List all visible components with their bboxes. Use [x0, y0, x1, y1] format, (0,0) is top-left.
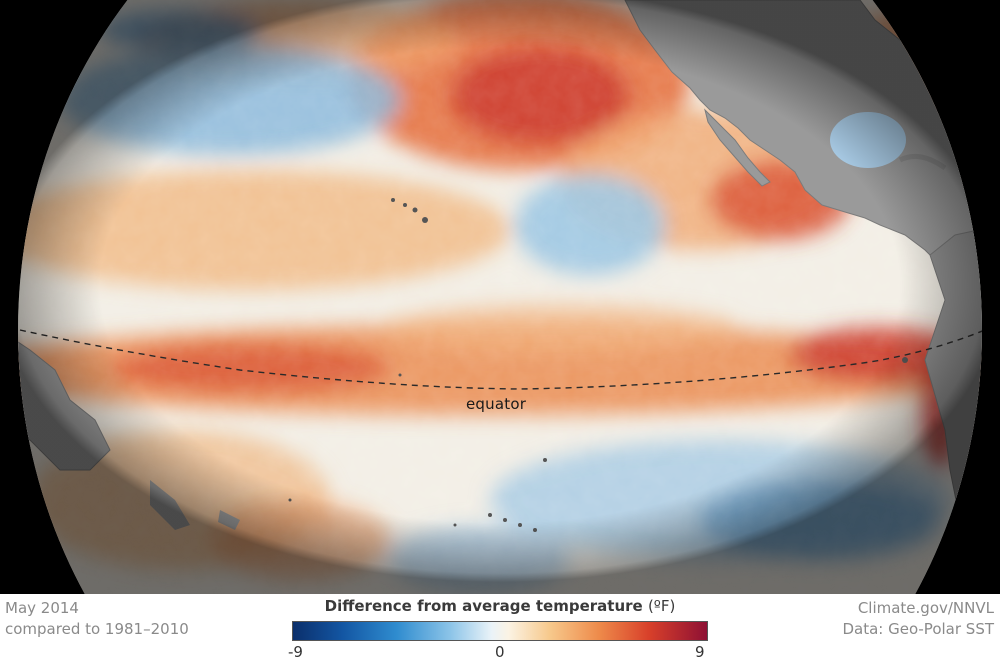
legend-unit: (ºF): [647, 597, 676, 615]
globe-disc: [18, 0, 982, 594]
credit-source: Climate.gov/NNVL: [857, 599, 994, 617]
legend-footer: May 2014 compared to 1981–2010 Differenc…: [0, 594, 1000, 666]
tick-min: -9: [288, 643, 303, 661]
legend-title-text: Difference from average temperature: [324, 597, 643, 615]
tick-max: 9: [695, 643, 705, 661]
date-caption: May 2014 compared to 1981–2010: [5, 598, 189, 640]
globe-map: equator: [18, 0, 982, 594]
tick-mid: 0: [495, 643, 505, 661]
date-line: May 2014: [5, 599, 79, 617]
legend-title: Difference from average temperature (ºF): [292, 597, 708, 615]
baseline-line: compared to 1981–2010: [5, 620, 189, 638]
sst-anomaly-globe: [18, 0, 982, 594]
color-scale-bar: [292, 621, 708, 641]
credit-caption: Climate.gov/NNVL Data: Geo-Polar SST: [842, 598, 994, 640]
equator-label: equator: [466, 395, 527, 413]
credit-data: Data: Geo-Polar SST: [842, 620, 994, 638]
